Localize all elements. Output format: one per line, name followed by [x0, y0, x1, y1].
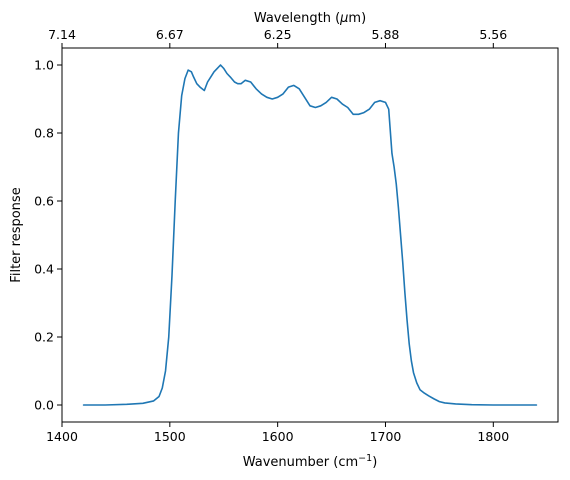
y-axis-ticks: 0.0 0.2 0.4 0.6 0.8 1.0 [34, 58, 62, 413]
x-tick-label: 1400 [46, 429, 78, 444]
x-tick-label: 1800 [477, 429, 509, 444]
filter-response-line [82, 64, 538, 406]
y-axis-label: Filter response [9, 187, 24, 282]
x-tick-label: 1500 [154, 429, 186, 444]
plot-lines [82, 64, 538, 406]
top-tick-label: 5.88 [372, 27, 400, 42]
y-tick-label: 0.2 [34, 330, 54, 345]
y-tick-label: 1.0 [34, 58, 54, 73]
x-tick-label: 1600 [262, 429, 294, 444]
top-tick-label: 5.56 [479, 27, 507, 42]
x-tick-label: 1700 [370, 429, 402, 444]
x-axis-ticks: 1400 1500 1600 1700 1800 [46, 422, 509, 444]
y-tick-label: 0.4 [34, 262, 54, 277]
y-tick-label: 0.0 [34, 398, 54, 413]
top-tick-label: 6.25 [264, 27, 292, 42]
plot-frame [61, 47, 559, 423]
top-axis-label: Wavelength (μm) [254, 11, 366, 26]
x-axis-label: Wavenumber (cm−1) [243, 453, 378, 470]
y-tick-label: 0.8 [34, 126, 54, 141]
top-tick-label: 7.14 [48, 27, 76, 42]
top-tick-label: 6.67 [156, 27, 184, 42]
top-axis-ticks: 7.14 6.67 6.25 5.88 5.56 [48, 27, 507, 48]
y-tick-label: 0.6 [34, 194, 54, 209]
